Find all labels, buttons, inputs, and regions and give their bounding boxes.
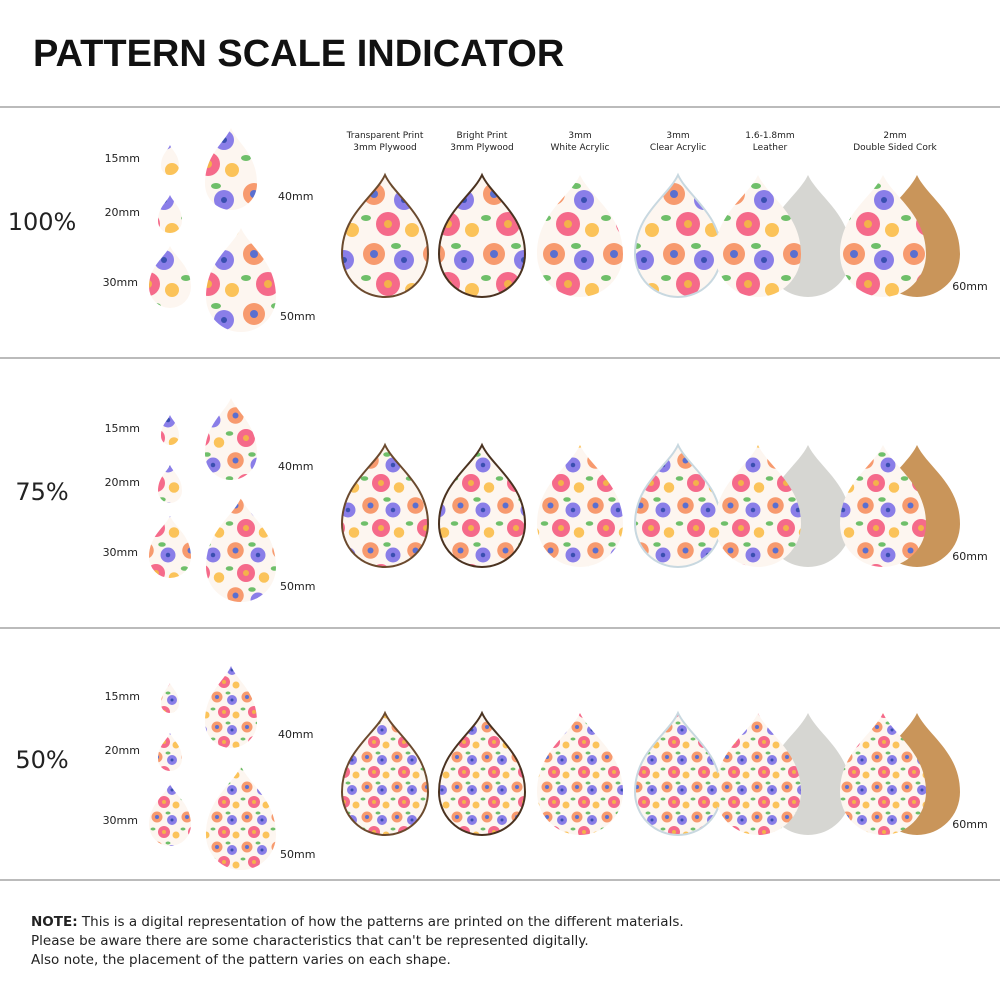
- teardrop: [206, 766, 276, 870]
- size-label: 50mm: [280, 848, 315, 861]
- material-label: Clear Acrylic: [650, 143, 706, 153]
- teardrop: [537, 175, 623, 297]
- teardrop: [149, 246, 191, 308]
- material-label: 2mm: [883, 131, 906, 141]
- material-label: White Acrylic: [551, 143, 610, 153]
- material-label: 3mm: [568, 131, 591, 141]
- size-label: 40mm: [278, 460, 313, 473]
- size-label: 60mm: [952, 550, 987, 563]
- size-label: 30mm: [103, 814, 138, 827]
- teardrop: [437, 710, 527, 836]
- teardrop: [205, 666, 257, 748]
- size-label: 50mm: [280, 580, 315, 593]
- teardrop: [437, 442, 527, 568]
- teardrop: [537, 445, 623, 567]
- page-title: PATTERN SCALE INDICATOR: [33, 33, 564, 75]
- teardrop: [205, 128, 257, 210]
- size-label: 20mm: [105, 476, 140, 489]
- size-label: 15mm: [105, 690, 140, 703]
- teardrop: [158, 733, 182, 771]
- size-label: 20mm: [105, 206, 140, 219]
- teardrop: [158, 195, 182, 233]
- scale-label: 75%: [15, 478, 68, 506]
- material-label: Leather: [753, 143, 788, 153]
- teardrop: [537, 713, 623, 835]
- size-label: 60mm: [952, 280, 987, 293]
- material-label: 3mm Plywood: [450, 143, 513, 153]
- teardrop: [840, 445, 926, 567]
- teardrop: [205, 398, 257, 480]
- teardrop: [633, 442, 723, 568]
- material-label: 1.6-1.8mm: [745, 131, 794, 141]
- size-label: 50mm: [280, 310, 315, 323]
- material-label: 3mm: [666, 131, 689, 141]
- note-text: This is a digital representation of how …: [81, 914, 684, 930]
- teardrop: [161, 415, 179, 445]
- size-label: 40mm: [278, 728, 313, 741]
- teardrop: [340, 172, 430, 298]
- size-label: 30mm: [103, 276, 138, 289]
- teardrop: [840, 175, 926, 297]
- size-label: 15mm: [105, 152, 140, 165]
- teardrop: [715, 175, 801, 297]
- size-label: 20mm: [105, 744, 140, 757]
- teardrop: [158, 465, 182, 503]
- material-label: 3mm Plywood: [353, 143, 416, 153]
- scale-label: 50%: [15, 746, 68, 774]
- teardrop: [633, 710, 723, 836]
- teardrop: [161, 683, 179, 713]
- teardrop: [840, 713, 926, 835]
- note-line: Please be aware there are some character…: [31, 933, 589, 949]
- size-label: 30mm: [103, 546, 138, 559]
- size-label: 15mm: [105, 422, 140, 435]
- teardrop: [715, 445, 801, 567]
- teardrop: [206, 228, 276, 332]
- teardrop: [340, 710, 430, 836]
- material-label: Bright Print: [457, 131, 508, 141]
- material-label: Transparent Print: [346, 131, 424, 141]
- teardrop: [715, 713, 801, 835]
- teardrop: [149, 516, 191, 578]
- size-label: 40mm: [278, 190, 313, 203]
- size-label: 60mm: [952, 818, 987, 831]
- teardrop: [161, 145, 179, 175]
- material-label: Double Sided Cork: [853, 143, 937, 153]
- teardrop: [437, 172, 527, 298]
- note-line: Also note, the placement of the pattern …: [31, 952, 451, 968]
- teardrop: [340, 442, 430, 568]
- teardrop: [149, 784, 191, 846]
- note-label: NOTE:: [31, 914, 78, 930]
- scale-label: 100%: [8, 208, 77, 236]
- teardrop: [633, 172, 723, 298]
- note-line: NOTE: This is a digital representation o…: [31, 914, 684, 930]
- teardrop: [206, 498, 276, 602]
